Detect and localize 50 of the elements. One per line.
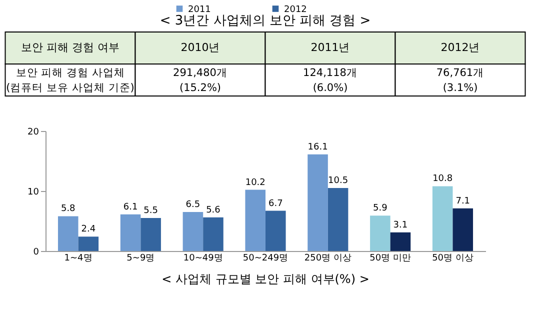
category-label: 2011년 — [310, 41, 350, 54]
legend-label: 2011 — [188, 4, 211, 15]
data-label: 10.2 — [245, 178, 266, 188]
text: 보안 피해 경험 사업체 (컴퓨터 보유 사업체 기준) — [6, 67, 134, 94]
x-tick-label: 250명 이상 — [304, 254, 352, 264]
data-label: 2.4 — [81, 224, 96, 235]
text: 76,761개 (3.1%) — [436, 67, 484, 94]
y-tick-label: 20 — [28, 128, 40, 138]
bar — [266, 210, 286, 251]
x-tick-label: 50명 이상 — [432, 254, 474, 264]
y-tick-label: 0 — [33, 248, 40, 258]
text: < 3년간 사업체의 보안 피해 경험 > — [160, 14, 371, 28]
data-label: 5.6 — [206, 205, 221, 216]
bar — [182, 212, 204, 251]
bar — [432, 186, 453, 251]
y-tick-label: 10 — [28, 188, 40, 198]
bar — [245, 190, 266, 251]
bar — [328, 188, 348, 251]
bar — [58, 216, 78, 251]
data-label: 3.1 — [393, 220, 408, 230]
legend-label: 2012 — [284, 4, 307, 15]
text: 291,480개 (15.2%) — [173, 67, 228, 94]
text: < 사업체 규모별 보안 피해 여부(%) > — [162, 272, 370, 286]
category-label: 2010년 — [180, 41, 220, 54]
text: 124,118개 (6.0%) — [303, 67, 358, 94]
bar — [452, 208, 474, 251]
data-label: 5.9 — [373, 204, 388, 214]
category-label: 보안 피해 경험 여부 — [21, 41, 120, 54]
data-label: 10.5 — [328, 176, 348, 186]
x-tick-label: 10~49명 — [183, 254, 223, 264]
data-label: 5.5 — [144, 206, 158, 216]
bar — [370, 216, 390, 251]
bar — [390, 232, 411, 251]
bar — [78, 236, 99, 251]
bar — [140, 218, 161, 251]
data-label: 6.1 — [123, 202, 138, 212]
category-label: 2012년 — [440, 41, 480, 54]
data-label: 16.1 — [308, 142, 328, 152]
data-label: 5.8 — [60, 204, 76, 214]
x-tick-label: 5~9명 — [126, 254, 155, 264]
bar — [203, 217, 224, 251]
bar — [308, 154, 328, 251]
data-label: 7.1 — [456, 196, 470, 206]
bar — [120, 214, 141, 251]
data-label: 10.8 — [432, 174, 453, 184]
x-tick-label: 50~249명 — [242, 254, 288, 264]
x-tick-label: 1~4명 — [64, 254, 92, 264]
x-tick-label: 50명 미만 — [370, 254, 411, 264]
data-label: 6.5 — [186, 200, 200, 210]
data-label: 6.7 — [268, 198, 283, 209]
